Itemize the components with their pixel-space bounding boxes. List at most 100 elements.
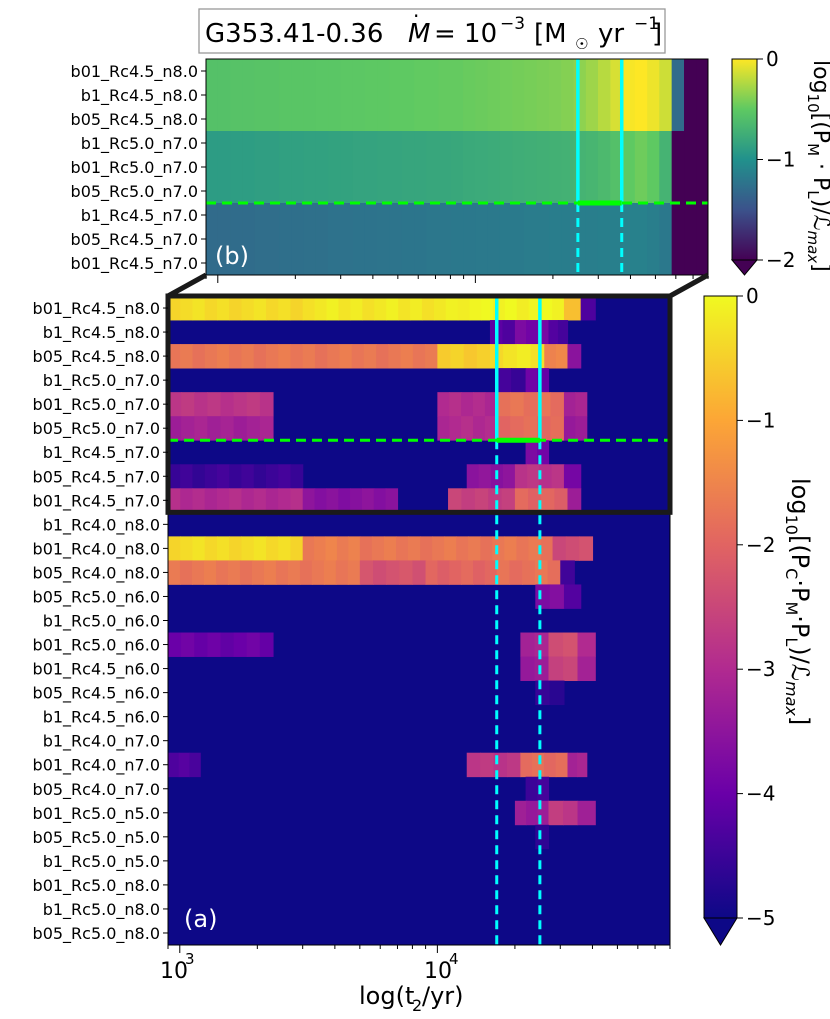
panel-a-heatmap-cell <box>492 536 505 561</box>
panel-b-heatmap-cell <box>597 155 611 180</box>
panel-b-heatmap-cell <box>696 203 708 228</box>
panel-a-heatmap-cell <box>504 536 518 561</box>
panel-a-heatmap-cell <box>362 296 375 321</box>
panel-b-x-ticks <box>205 275 709 283</box>
panel-a-row-label: b01_Rc5.0_n7.0 <box>33 395 160 415</box>
colorbar-tick-label: −1 <box>766 148 795 172</box>
panel-b-heatmap-cell <box>340 107 354 132</box>
panel-b-heatmap-cell <box>352 131 366 156</box>
panel-b-heatmap-cell <box>230 59 243 84</box>
panel-b-heatmap-cell <box>352 251 366 275</box>
panel-a-heatmap-cell <box>488 488 503 513</box>
panel-b-heatmap-cell <box>561 251 575 275</box>
panel-a-heatmap-cell <box>216 536 230 561</box>
panel-a-heatmap-cell <box>432 536 445 561</box>
colorbar-tick-label: 0 <box>766 47 779 71</box>
panel-b-heatmap-cell <box>512 59 525 84</box>
panel-b-heatmap-cell <box>622 155 636 180</box>
panel-b-heatmap-cell <box>303 179 317 204</box>
panel-b-heatmap-cell <box>230 251 243 275</box>
panel-a-heatmap-cell <box>525 440 538 465</box>
colorbar-top-label: log10[(PM · PL)/ℒmax] <box>804 60 830 272</box>
panel-b-heatmap-cell <box>438 179 452 204</box>
panel-b-heatmap-cell <box>634 179 648 204</box>
panel-b-heatmap-cell <box>389 179 403 204</box>
panel-a-row-label: b05_Rc5.0_n6.0 <box>33 587 160 607</box>
panel-a-heatmap-cell <box>548 800 564 826</box>
panel-a-heatmap-cell <box>374 296 387 321</box>
panel-b-heatmap-cell <box>340 179 354 204</box>
colorbar-top: 0 −1 −2 log10[(PM · PL)/ℒmax] <box>730 47 830 276</box>
panel-a-heatmap-cell <box>323 560 337 585</box>
panel-a-row-label: b01_Rc5.0_n8.0 <box>33 876 160 896</box>
panel-b-heatmap-cell <box>499 83 513 108</box>
panel-b-heatmap-cell <box>217 203 231 228</box>
panel-a-heatmap-cell <box>540 536 554 561</box>
panel-b-heatmap-cell <box>242 251 256 275</box>
panel-a-heatmap-cell <box>399 560 414 585</box>
panel-b-heatmap-cell <box>401 227 415 252</box>
panel-b-heatmap-cell <box>585 155 599 180</box>
panel-b-heatmap-cell <box>561 131 575 156</box>
panel-b-heatmap-cell <box>217 251 231 275</box>
panel-b-heatmap-cell <box>303 83 317 108</box>
panel-a-heatmap-cell <box>577 800 596 826</box>
panel-a-heatmap-cell <box>577 632 596 657</box>
panel-b-heatmap-cell <box>610 107 624 132</box>
panel-b-heatmap-cell <box>254 107 268 132</box>
panel-a-heatmap-cell <box>557 320 569 345</box>
panel-a-heatmap-cell <box>509 560 523 585</box>
panel-a-heatmap-cell <box>534 560 549 585</box>
panel-a-heatmap-cell <box>194 632 208 657</box>
panel-b-overlays <box>206 59 708 275</box>
panel-a-heatmap-cell <box>478 464 492 489</box>
panel-b-heatmap-cell <box>414 203 428 228</box>
panel-b-heatmap-cell <box>206 131 219 156</box>
colorbar-top-extend-triangle <box>730 259 759 276</box>
panel-b-heatmap-cell <box>340 59 354 84</box>
panel-a-heatmap-cell <box>461 560 474 585</box>
panel-a-heatmap-cell <box>560 560 575 585</box>
panel-a-heatmap-cell <box>207 632 222 657</box>
panel-b-heatmap-cell <box>549 227 562 252</box>
panel-a-heatmap-cell <box>577 656 596 681</box>
panel-a-heatmap-cell <box>311 560 325 585</box>
x-axis-label-tail: /yr) <box>422 982 464 1010</box>
panel-a-heatmap-cell <box>577 752 588 778</box>
panel-a-heatmap-cell <box>548 632 564 657</box>
colorbar-bottom-label: log10[(PC·PM·PL)/ℒmax] <box>782 478 814 725</box>
panel-a-heatmap-cell <box>168 752 180 778</box>
panel-b-heatmap-cell <box>242 131 256 156</box>
panel-a-heatmap-cell <box>265 344 279 369</box>
panel-b-heatmap-cell <box>206 227 219 252</box>
panel-a-heatmap-cell <box>525 776 538 802</box>
panel-a-heatmap-cell <box>510 416 525 441</box>
panel-a-heatmap-cell <box>241 536 255 561</box>
panel-b-heatmap-cell <box>450 131 464 156</box>
panel-a-heatmap-cell <box>502 464 516 489</box>
panel-a-row-label: b05_Rc4.5_n6.0 <box>33 684 160 704</box>
panel-b-heatmap-cell <box>291 179 305 204</box>
panel-b-heatmap-cell <box>279 59 293 84</box>
panel-b-heatmap-cell <box>242 107 256 132</box>
panel-a-heatmap-cell <box>541 488 555 513</box>
panel-b-heatmap-cell <box>610 203 624 228</box>
panel-b-heatmap-cell <box>328 179 341 204</box>
panel-b-heatmap-cell <box>536 155 550 180</box>
panel-a-heatmap-cell <box>580 296 596 321</box>
panel-b-heatmap-cell <box>475 251 489 275</box>
panel-a-heatmap-cell <box>461 392 474 417</box>
panel-b-heatmap-cell <box>266 155 280 180</box>
panel-a-heatmap-cell <box>215 560 229 585</box>
panel-a-heatmap-cell <box>514 800 527 826</box>
panel-b-heatmap-cell <box>671 203 685 228</box>
panel-a-row-label: b1_Rc5.0_n7.0 <box>43 371 160 391</box>
panel-b-label: (b) <box>215 242 249 270</box>
title-mdot-value: = 10 <box>434 19 497 49</box>
panel-a-heatmap-cell <box>181 416 195 441</box>
panel-b-heatmap-cell <box>634 107 648 132</box>
panel-b-heatmap-cell <box>206 251 219 275</box>
panel-b-heatmap-cell <box>597 59 611 84</box>
panel-a-heatmap-cell <box>445 296 459 321</box>
panel-b-heatmap-cell <box>536 83 550 108</box>
